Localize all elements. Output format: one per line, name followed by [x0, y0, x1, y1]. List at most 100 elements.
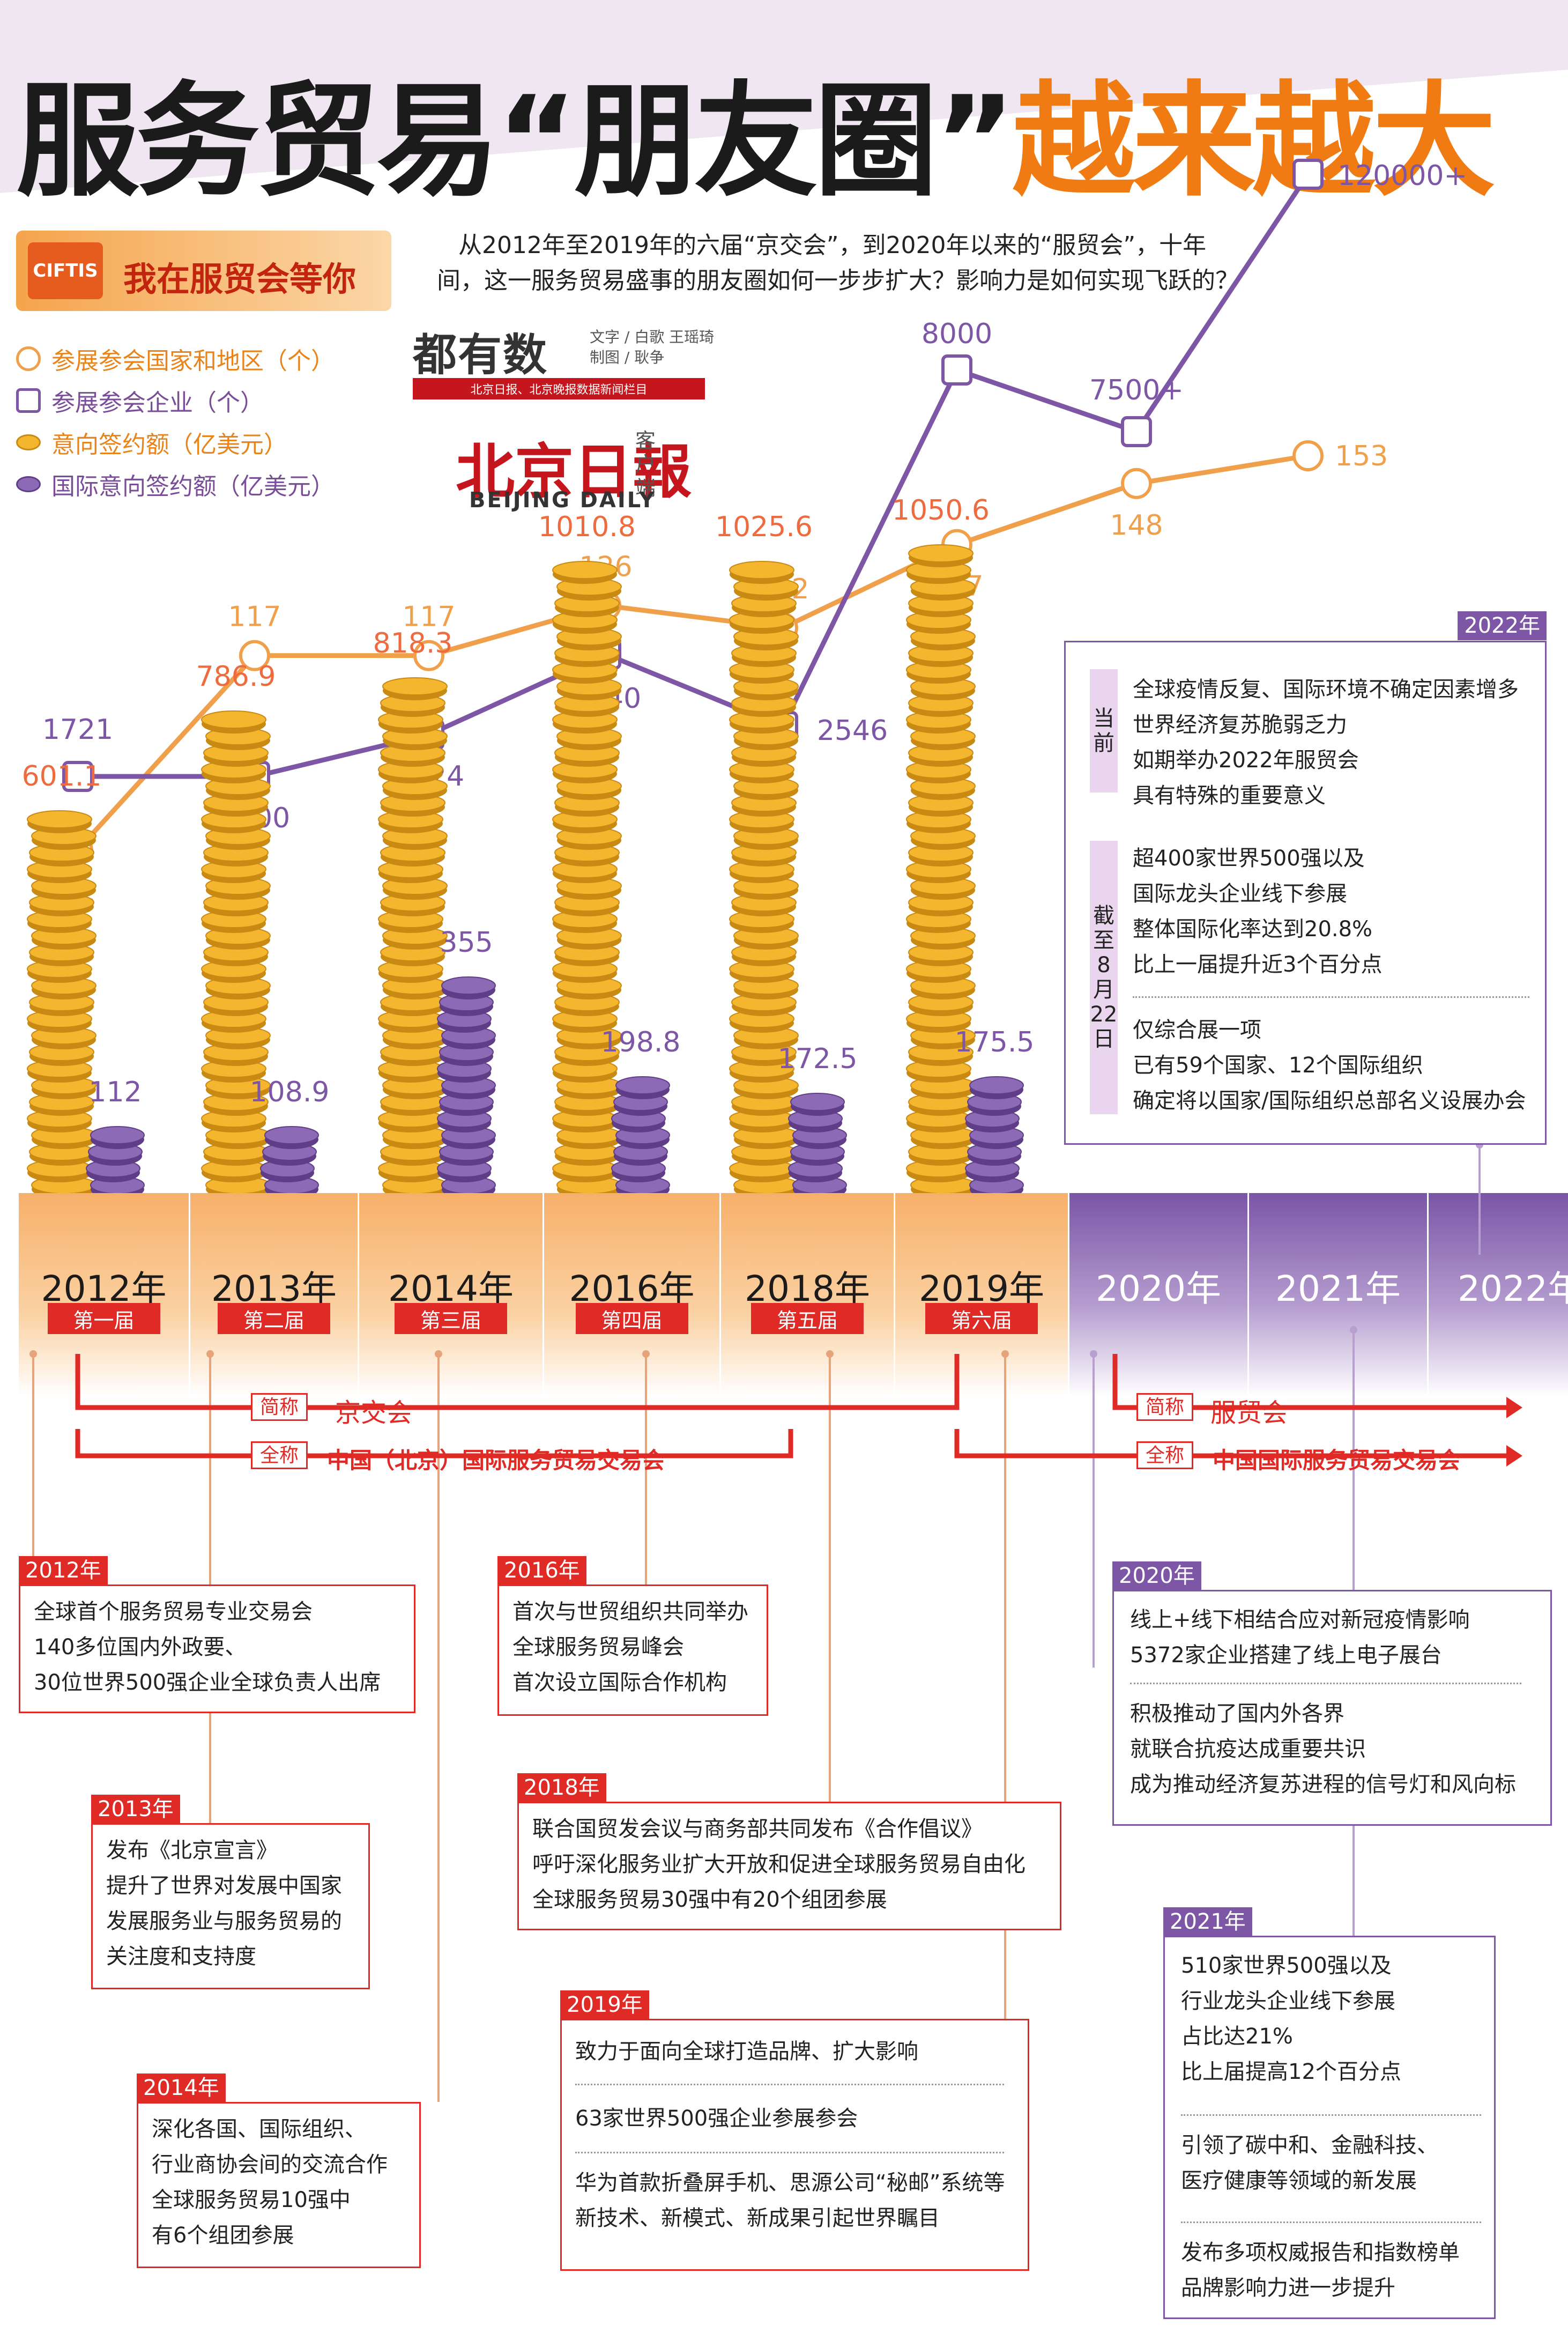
divider	[1133, 996, 1529, 998]
legend-item-companies: 参展参会企业（个）	[16, 380, 335, 421]
edition-badge: 第三届	[395, 1303, 507, 1334]
credit-text: 文字 / 白歌 王瑶琦	[590, 328, 715, 346]
jjh-full-name: 中国（北京）国际服务贸易交易会	[327, 1447, 665, 1473]
data-label-coin-deals: 818.3	[373, 627, 453, 660]
year-label: 2019年	[919, 1268, 1044, 1309]
box-year-tag: 2021年	[1163, 1907, 1252, 1936]
divider	[575, 2152, 1004, 2153]
data-label-coin-deals: 1025.6	[715, 511, 813, 543]
short-name-tag: 简称	[251, 1393, 308, 1421]
purple-square-icon	[16, 388, 41, 413]
data-label-countries: 117	[402, 601, 455, 633]
divider	[1181, 2221, 1481, 2223]
data-label-coin-deals: 1010.8	[538, 511, 636, 543]
year-cell: 2013年 第二届	[190, 1193, 359, 1397]
data-label-coin-intl-deals: 355	[440, 927, 493, 959]
coin-intl-deals	[969, 1076, 1024, 1094]
box-text: 线上+线下相结合应对新冠疫情影响 5372家企业搭建了线上电子展台	[1130, 1608, 1470, 1668]
data-label-countries: 153	[1335, 440, 1388, 472]
box-year-tag: 2013年	[91, 1795, 180, 1824]
coin-deals	[552, 561, 618, 579]
year-label: 2020年	[1096, 1268, 1221, 1309]
divider	[1130, 1683, 1521, 1684]
arrow-head-icon	[1506, 1397, 1522, 1418]
coin-intl-deals	[441, 976, 496, 995]
credit-design: 制图 / 耿争	[590, 349, 665, 366]
fmh-full-name: 中国国际服务贸易交易会	[1213, 1447, 1461, 1473]
box-2016: 2016年 首次与世贸组织共同举办 全球服务贸易峰会 首次设立国际合作机构	[497, 1556, 768, 1716]
jjh-short-name: 京交会	[335, 1398, 413, 1428]
side-label-as-of: 截至8月22日	[1090, 841, 1118, 1114]
data-label-coin-intl-deals: 198.8	[601, 1026, 681, 1058]
year-label: 2012年	[41, 1268, 167, 1309]
year-label: 2016年	[569, 1268, 695, 1309]
year-cell: 2014年 第三届	[359, 1193, 544, 1397]
coin-intl-deals	[90, 1126, 145, 1144]
year-label: 2013年	[211, 1268, 337, 1309]
point-countries	[413, 640, 444, 671]
box-2021: 2021年 510家世界500强以及 行业龙头企业线下参展 占比达21% 比上届提高1…	[1163, 1907, 1496, 2319]
year-cell: 2018年 第五届	[721, 1193, 895, 1397]
year-cell: 2020年	[1069, 1193, 1249, 1397]
data-label-coin-deals: 786.9	[196, 661, 276, 693]
box-2013: 2013年 发布《北京宣言》 提升了世界对发展中国家 发展服务业与服务贸易的 关注度和…	[91, 1795, 370, 1989]
box-text: 深化各国、国际组织、 行业商协会间的交流合作 全球服务贸易10强中 有6个组团参展	[152, 2117, 388, 2248]
legend-item-deals: 意向签约额（亿美元）	[16, 421, 335, 463]
data-label-companies: 1721	[42, 714, 113, 746]
title-accent: 越来越大	[1012, 70, 1496, 213]
banner-slogan: 我在服贸会等你	[123, 260, 356, 299]
connector-dot	[642, 1350, 650, 1358]
page-title: 服务贸易“朋友圈”越来越大	[16, 80, 1496, 204]
fmh-short-arrow	[1112, 1354, 1514, 1410]
coin-intl-deals	[790, 1093, 845, 1111]
coin-deals	[382, 677, 448, 695]
box-2012: 2012年 全球首个服务贸易专业交易会 140多位国内外政要、 30位世界500强企…	[19, 1556, 415, 1713]
point-companies	[62, 761, 93, 792]
box-year-tag: 2016年	[497, 1556, 586, 1585]
beijing-daily-logo: 北京日報	[456, 437, 692, 506]
box-text: 发布多项权威报告和指数榜单 品牌影响力进一步提升	[1181, 2240, 1460, 2300]
year-label: 2014年	[388, 1268, 514, 1309]
data-label-coin-intl-deals: 108.9	[250, 1076, 330, 1108]
data-label-coin-intl-deals: 112	[88, 1076, 142, 1108]
legend-label: 参展参会企业（个）	[51, 389, 264, 417]
point-countries	[1121, 468, 1152, 499]
legend: 参展参会国家和地区（个） 参展参会企业（个） 意向签约额（亿美元） 国际意向签约…	[16, 338, 335, 505]
arrow-head-icon	[1506, 1445, 1522, 1467]
edition-badge: 第二届	[218, 1303, 330, 1334]
year-cell: 2021年	[1249, 1193, 1429, 1397]
coin-deals	[729, 561, 794, 579]
ciftis-banner: CIFTIS 我在服贸会等你	[16, 231, 391, 311]
data-label-companies: 2546	[817, 715, 888, 747]
purple-coin-icon	[16, 476, 41, 492]
brand-logo: 都有数	[413, 330, 548, 381]
box-year-tag: 2019年	[560, 1990, 649, 2019]
box-text: 超400家世界500强以及 国际龙头企业线下参展 整体国际化率达到20.8% 比上一届…	[1133, 846, 1383, 977]
coin-deals	[27, 810, 92, 828]
connector-dot	[1350, 1326, 1357, 1334]
intro-text: 从2012年至2019年的六届“京交会”，到2020年以来的“服贸会”，十年间，…	[437, 232, 1239, 294]
title-main: 服务贸易“朋友圈”	[16, 70, 1015, 213]
divider	[575, 2084, 1004, 2085]
box-year-tag: 2018年	[517, 1773, 606, 1802]
coin-deals	[908, 544, 974, 562]
ciftis-logo: CIFTIS	[28, 242, 103, 299]
data-label-coin-deals: 1050.6	[892, 494, 990, 527]
connector-dot	[29, 1350, 37, 1358]
connector-dot	[1001, 1350, 1009, 1358]
full-name-tag: 全称	[1136, 1441, 1194, 1469]
series-line-countries	[76, 453, 1309, 852]
box-text: 仅综合展一项 已有59个国家、12个国际组织 确定将以国家/国际组织总部名义设展办会	[1133, 1018, 1526, 1113]
data-label-countries: 148	[1110, 509, 1163, 542]
connector-dot	[1090, 1350, 1097, 1358]
year-label: 2018年	[745, 1268, 870, 1309]
data-label-coin-deals: 601.1	[22, 760, 102, 793]
legend-label: 参展参会国家和地区（个）	[51, 347, 335, 375]
box-text: 发布《北京宣言》 提升了世界对发展中国家 发展服务业与服务贸易的 关注度和支持度	[106, 1838, 342, 1969]
box-year-tag: 2014年	[137, 2074, 226, 2102]
legend-item-intl-deals: 国际意向签约额（亿美元）	[16, 463, 335, 505]
side-label-current: 当前	[1090, 669, 1118, 793]
box-year-tag: 2020年	[1112, 1561, 1201, 1590]
edition-badge: 第四届	[575, 1303, 688, 1334]
